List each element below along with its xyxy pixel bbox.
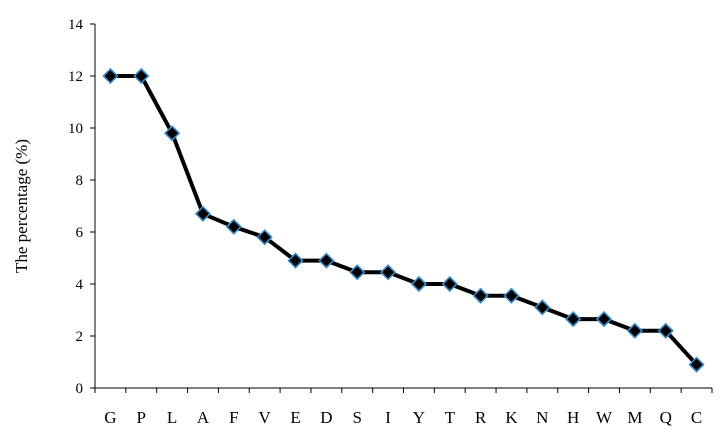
y-tick-label: 6 xyxy=(76,225,84,241)
y-tick-label: 14 xyxy=(68,17,84,33)
data-point-L xyxy=(163,125,181,142)
data-point-V xyxy=(256,229,273,246)
data-point-D xyxy=(318,252,335,269)
data-point-I xyxy=(379,264,397,281)
data-point-C xyxy=(688,356,705,373)
x-tick-label: P xyxy=(137,408,146,427)
x-tick-label: A xyxy=(197,408,210,427)
x-tick-label: S xyxy=(352,408,361,427)
x-tick-label: K xyxy=(505,408,518,427)
x-tick-label: E xyxy=(290,408,300,427)
data-point-S xyxy=(349,264,366,281)
data-point-M xyxy=(626,322,644,339)
y-tick-label: 12 xyxy=(68,69,83,85)
x-tick-label: M xyxy=(627,408,642,427)
chart-axes xyxy=(94,24,712,389)
data-point-W xyxy=(595,310,613,328)
data-point-Y xyxy=(410,275,428,293)
x-tick-label: T xyxy=(445,408,456,427)
x-tick-label: W xyxy=(596,408,613,427)
data-point-G xyxy=(102,67,119,85)
x-tick-label: G xyxy=(104,408,116,427)
data-point-P xyxy=(133,67,150,85)
y-axis-title: The percentage (%) xyxy=(12,139,31,273)
y-tick-label: 10 xyxy=(68,121,83,137)
y-axis-ticks: 0 2 4 6 8 10 12 14 xyxy=(68,17,95,397)
x-tick-label: N xyxy=(536,408,548,427)
x-tick-label: D xyxy=(320,408,332,427)
y-tick-label: 8 xyxy=(76,173,84,189)
x-tick-label: H xyxy=(567,408,579,427)
x-tick-label: Y xyxy=(413,408,425,427)
x-tick-label: R xyxy=(475,408,487,427)
y-tick-label: 2 xyxy=(76,329,84,345)
x-tick-label: I xyxy=(385,408,391,427)
data-point-A xyxy=(194,205,212,222)
y-tick-label: 4 xyxy=(76,277,84,293)
data-point-H xyxy=(565,310,582,328)
data-point-R xyxy=(472,287,489,304)
x-tick-label: F xyxy=(229,408,238,427)
data-point-N xyxy=(534,299,551,316)
data-point-K xyxy=(503,287,520,304)
data-point-F xyxy=(225,218,242,235)
data-point-Q xyxy=(657,322,674,339)
data-point-T xyxy=(441,275,458,293)
x-tick-label: C xyxy=(691,408,702,427)
y-tick-label: 0 xyxy=(76,381,84,397)
x-tick-label: Q xyxy=(660,408,672,427)
x-tick-label: V xyxy=(259,408,272,427)
series-group xyxy=(102,67,705,373)
x-tick-label: L xyxy=(167,408,177,427)
data-point-E xyxy=(287,252,304,269)
